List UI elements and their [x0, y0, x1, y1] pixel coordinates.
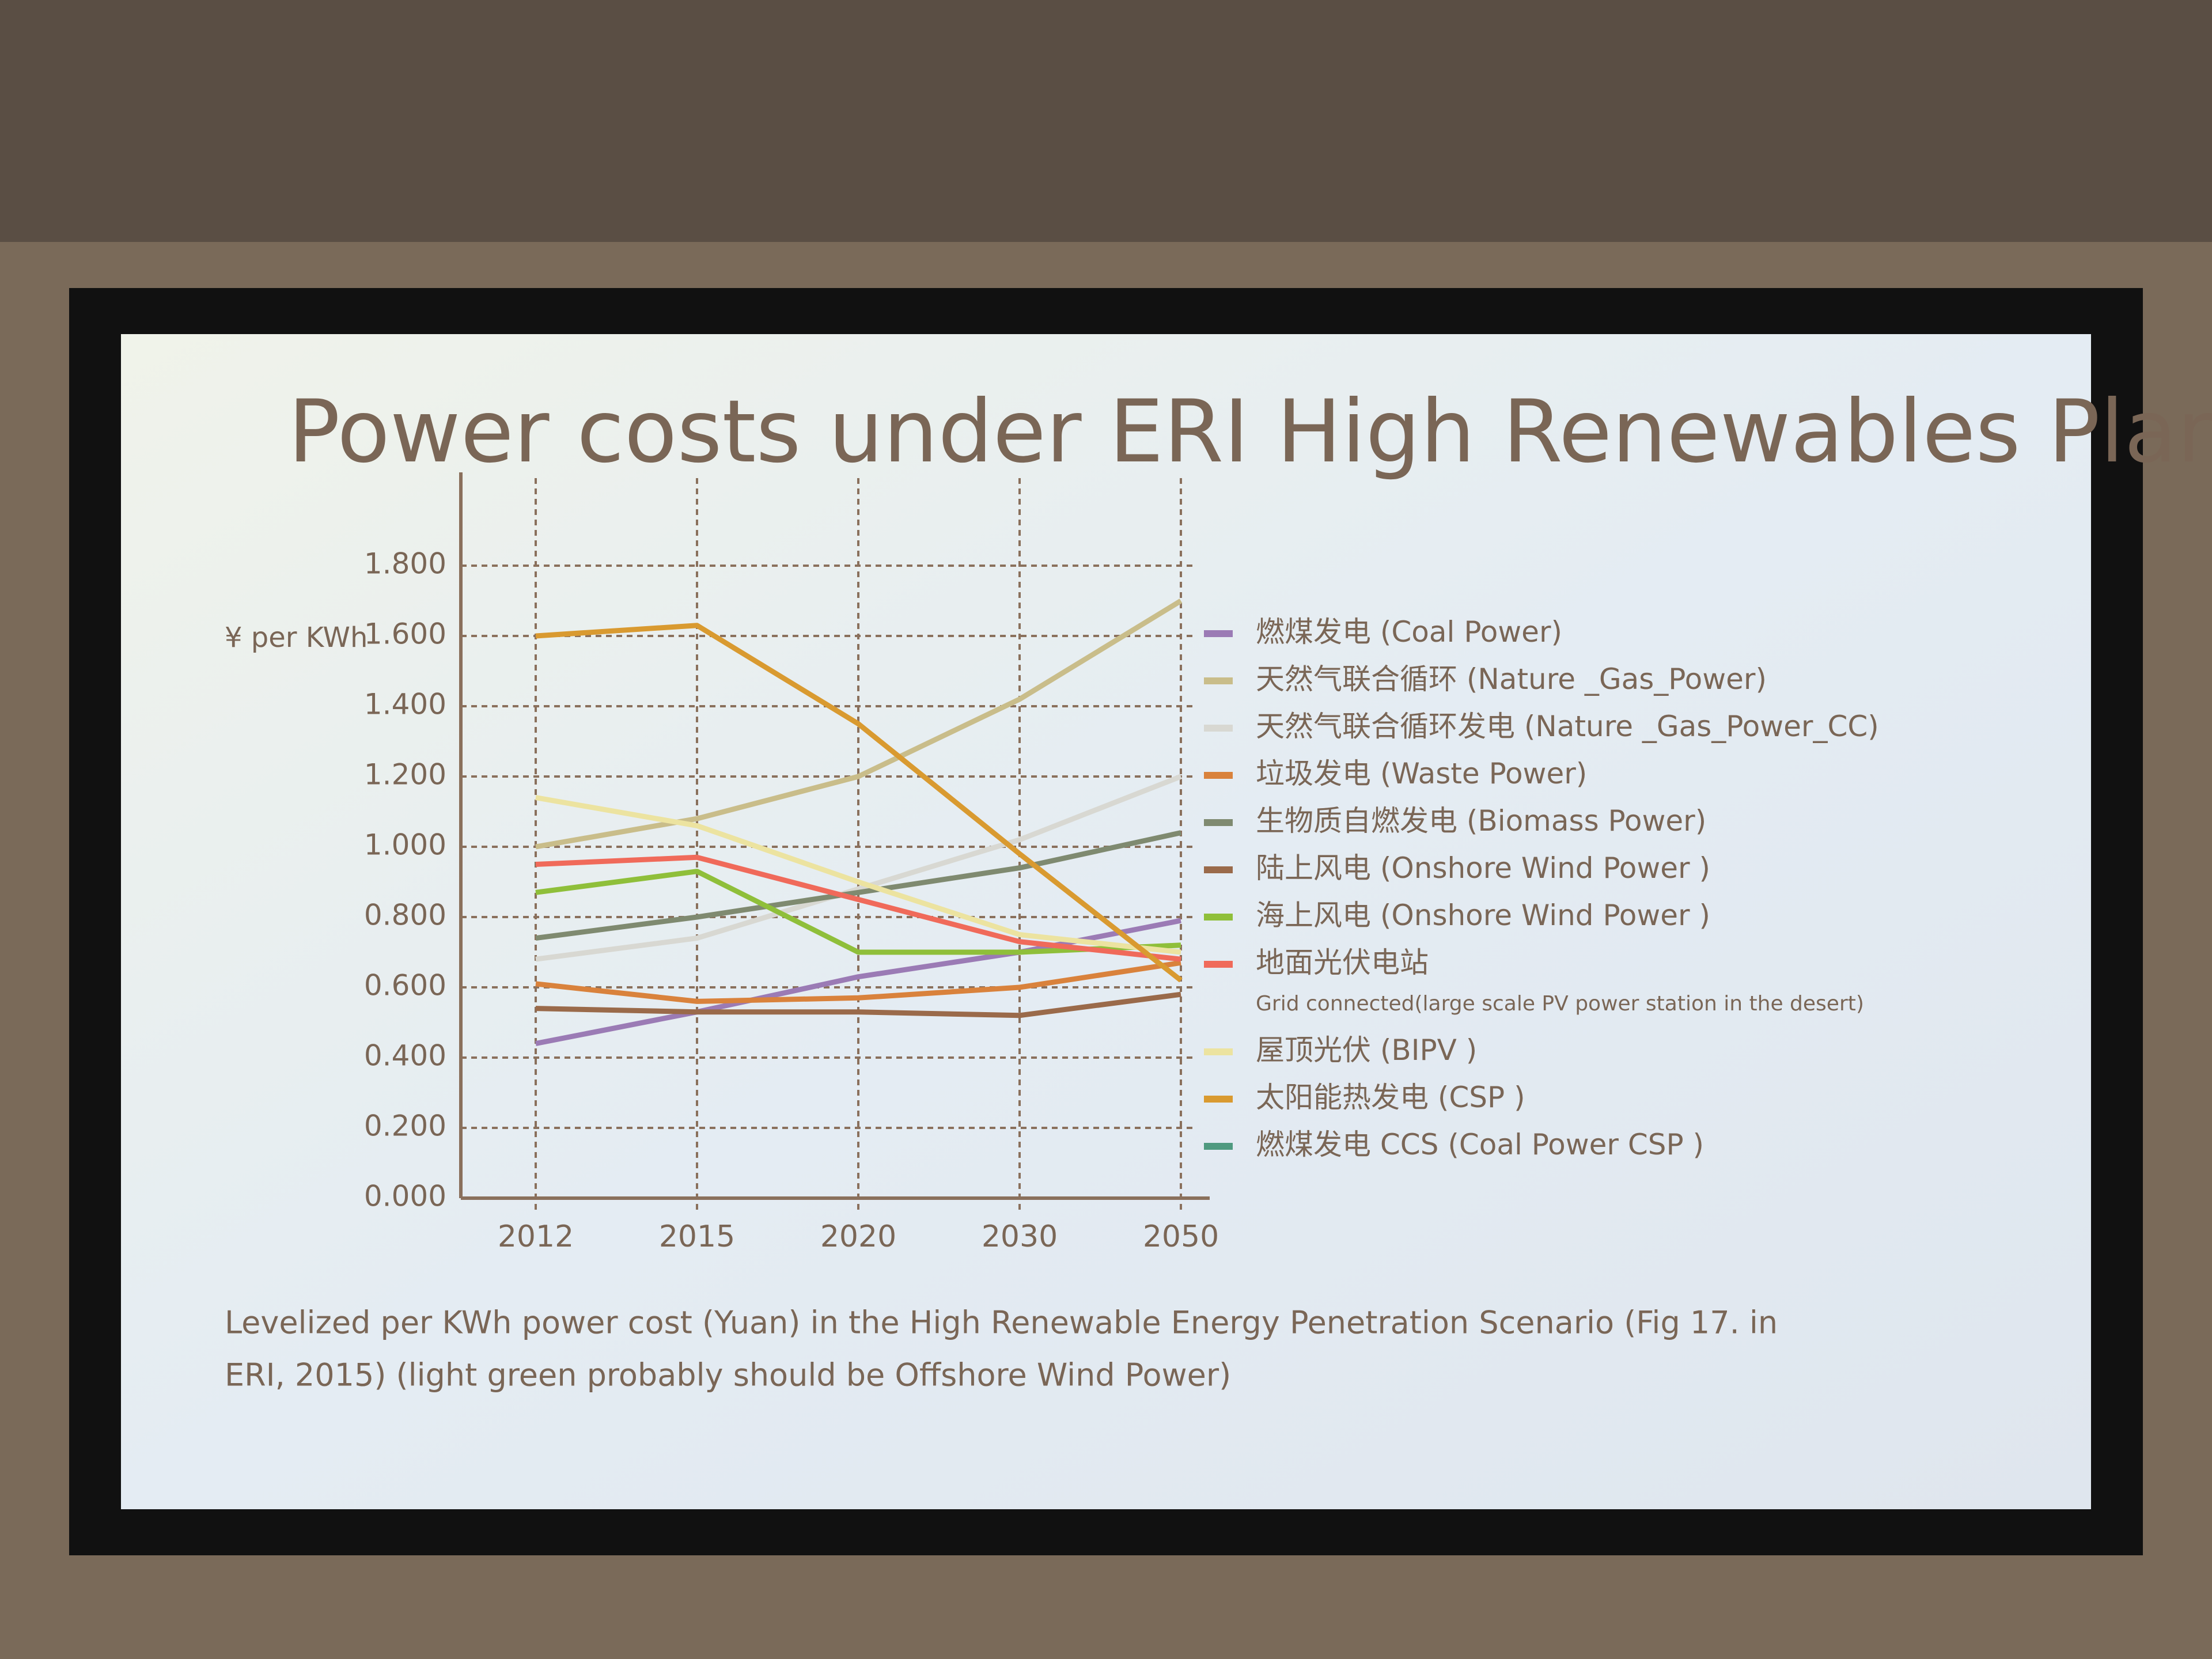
legend-label: 生物质自燃发电 (Biomass Power)	[1256, 804, 1706, 838]
x-tick-label: 2012	[498, 1219, 574, 1254]
legend-label: 海上风电 (Onshore Wind Power )	[1256, 899, 1710, 932]
legend-label: 陆上风电 (Onshore Wind Power )	[1256, 851, 1710, 885]
y-tick-label: 1.800	[364, 547, 446, 581]
ceiling	[0, 0, 2212, 242]
series-line	[535, 854, 1181, 962]
series-line	[535, 623, 1183, 983]
series-line	[535, 960, 1181, 1004]
caption: ERI, 2015) (light green probably should …	[225, 1357, 1231, 1393]
series-line	[535, 795, 1181, 955]
y-tick-label: 1.600	[364, 618, 446, 651]
y-tick-label: 0.600	[364, 969, 446, 1002]
y-axis-label: ¥ per KWh	[225, 622, 368, 654]
series-line	[535, 774, 1182, 962]
y-tick-label: 0.200	[364, 1109, 446, 1143]
caption: Levelized per KWh power cost (Yuan) in t…	[225, 1305, 1778, 1341]
legend-label: 太阳能热发电 (CSP )	[1256, 1081, 1525, 1114]
x-tick-label: 2030	[982, 1219, 1058, 1254]
legend-label: 地面光伏电站 Grid connected(large scale PV powe…	[1256, 946, 1864, 1016]
legend-label: 垃圾发电 (Waste Power)	[1256, 757, 1587, 790]
legend-label: 燃煤发电 CCS (Coal Power CSP )	[1256, 1128, 1704, 1161]
y-tick-label: 1.000	[364, 828, 446, 862]
series-line	[535, 830, 1181, 941]
x-tick-label: 2015	[659, 1219, 735, 1254]
legend-label: 屋顶光伏 (BIPV )	[1256, 1033, 1477, 1067]
x-tick-label: 2050	[1143, 1219, 1219, 1254]
y-tick-label: 1.400	[364, 688, 446, 721]
y-tick-label: 0.000	[364, 1180, 446, 1213]
y-tick-label: 0.400	[364, 1039, 446, 1073]
chart-title: Power costs under ERI High Renewables Pl…	[288, 382, 2212, 482]
legend-label: 天然气联合循环 (Nature _Gas_Power)	[1256, 662, 1767, 696]
series-line	[535, 599, 1183, 850]
y-tick-label: 0.800	[364, 899, 446, 932]
series-line	[535, 991, 1181, 1018]
legend-label: 燃煤发电 (Coal Power)	[1256, 615, 1562, 649]
legend-label: 天然气联合循环发电 (Nature _Gas_Power_CC)	[1256, 710, 1879, 743]
x-tick-label: 2020	[820, 1219, 896, 1254]
y-tick-label: 1.200	[364, 758, 446, 791]
chart: 0.000 0.200 0.400 0.600 0.800 1.000 1.200 1.400…	[225, 472, 1879, 1393]
